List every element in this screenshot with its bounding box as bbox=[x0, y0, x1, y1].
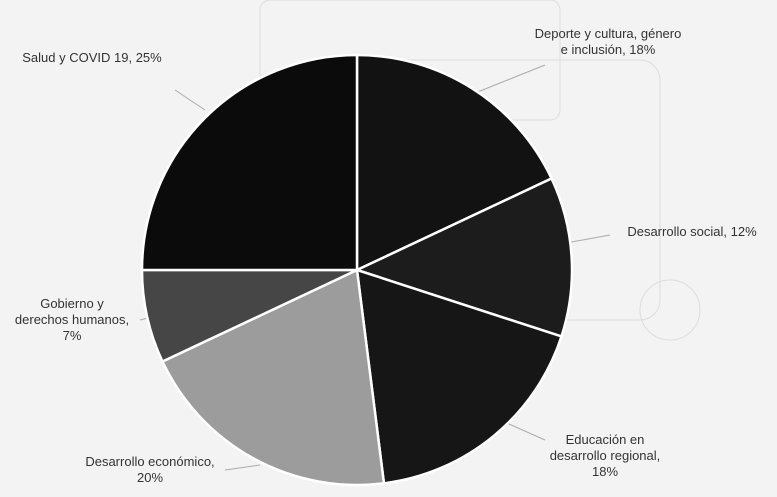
data-label: Gobierno y derechos humanos, 7% bbox=[14, 296, 130, 343]
data-label: Educación en desarrollo regional, 18% bbox=[549, 432, 661, 479]
pie-slice bbox=[355, 53, 554, 272]
pie-slice bbox=[140, 53, 359, 272]
pie-slice bbox=[355, 268, 564, 485]
pie-slice bbox=[353, 176, 574, 339]
data-label: Salud y COVID 19, 25% bbox=[22, 50, 162, 65]
data-label: Desarrollo económico, 20% bbox=[85, 454, 215, 485]
pie-slice bbox=[160, 268, 386, 487]
data-label: Desarrollo social, 12% bbox=[627, 224, 757, 239]
data-label: Deporte y cultura, género e inclusión, 1… bbox=[534, 26, 682, 57]
